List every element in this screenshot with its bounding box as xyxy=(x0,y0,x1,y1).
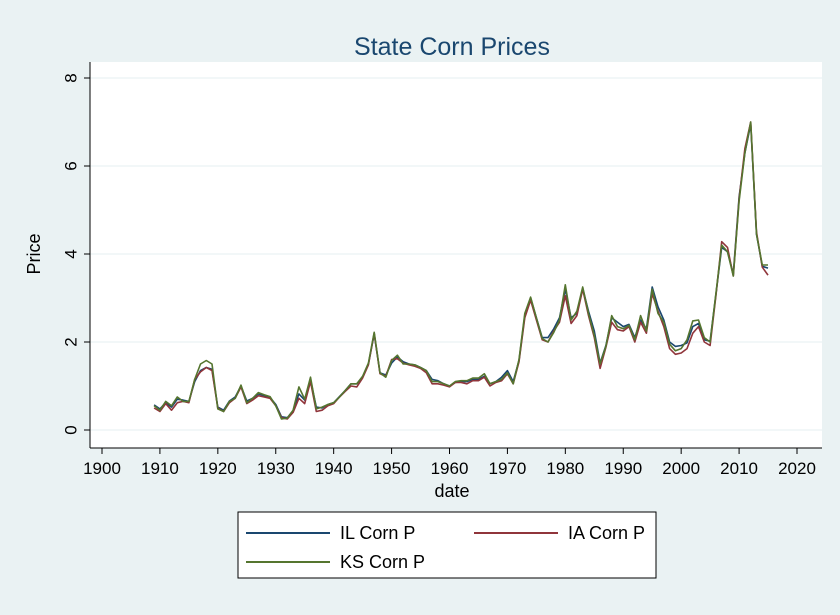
x-axis-label: date xyxy=(434,481,469,501)
y-tick-label: 2 xyxy=(61,337,80,346)
x-tick-label: 1970 xyxy=(489,459,527,478)
y-tick-label: 0 xyxy=(61,425,80,434)
grid-lines xyxy=(90,77,822,431)
series-line-ks-corn-p xyxy=(153,121,768,420)
x-tick-label: 1920 xyxy=(199,459,237,478)
x-tick-label: 1930 xyxy=(257,459,295,478)
x-tick-label: 1910 xyxy=(141,459,179,478)
series-lines xyxy=(153,121,769,420)
legend-item: KS Corn P xyxy=(246,552,425,572)
x-tick-label: 1900 xyxy=(83,459,121,478)
y-tick-label: 8 xyxy=(61,73,80,82)
legend-label: IL Corn P xyxy=(340,523,415,543)
y-axis-label: Price xyxy=(24,233,44,274)
axes: 0 2 4 6 8 1900 1910 1920 1930 1940 1950 1960 1970 198… xyxy=(61,62,822,478)
x-tick-label: 2020 xyxy=(778,459,816,478)
x-tick-label: 1960 xyxy=(431,459,469,478)
x-tick-label: 2010 xyxy=(720,459,758,478)
plot-area xyxy=(90,62,822,448)
x-tick-label: 1990 xyxy=(604,459,642,478)
x-tick-label: 1980 xyxy=(546,459,584,478)
y-tick-label: 6 xyxy=(61,161,80,170)
chart-title: State Corn Prices xyxy=(354,33,550,61)
x-tick-label: 1940 xyxy=(315,459,353,478)
x-tick-label: 1950 xyxy=(373,459,411,478)
legend-box xyxy=(237,511,657,579)
series-line-ia-corn-p xyxy=(153,121,769,420)
legend-item: IA Corn P xyxy=(474,523,645,543)
legend-item: IL Corn P xyxy=(246,523,415,543)
legend-label: IA Corn P xyxy=(568,523,645,543)
legend-label: KS Corn P xyxy=(340,552,425,572)
legend: IL Corn P IA Corn P KS Corn P xyxy=(237,511,657,579)
x-tick-label: 2000 xyxy=(662,459,700,478)
y-tick-label: 4 xyxy=(61,249,80,258)
